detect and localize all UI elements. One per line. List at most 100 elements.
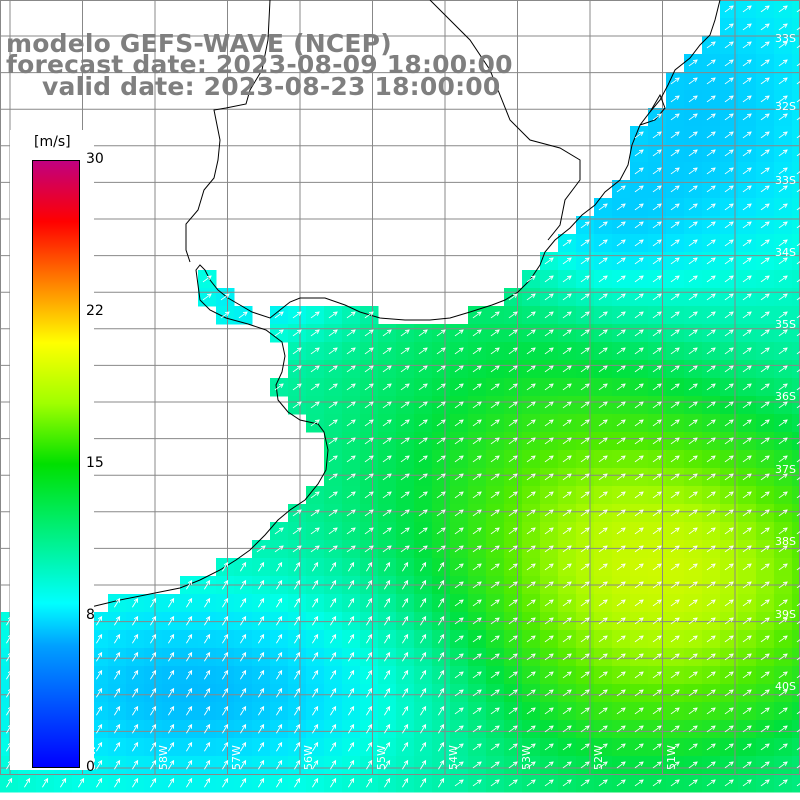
wind-arrow [670,455,680,463]
wind-arrow [670,725,680,733]
wind-arrow [778,779,788,787]
wind-arrow [706,509,716,517]
wind-arrow [310,419,320,427]
wind-arrow [186,579,193,590]
wind-arrow [724,329,734,337]
wind-arrow [670,689,680,697]
wind-arrow [364,311,374,319]
wind-arrow [796,693,800,697]
wind-arrow [688,689,698,697]
wind-arrow [132,651,139,662]
latitude-label: 34S [775,246,796,259]
wind-arrow [132,723,139,734]
wind-cell [792,774,800,793]
coastline [19,0,721,617]
wind-arrow [96,633,103,644]
wind-arrow [652,563,662,571]
wind-arrow [274,311,284,319]
wind-arrow [796,477,800,481]
wind-arrow [742,41,752,49]
wind-arrow [258,561,265,572]
wind-arrow [472,473,482,481]
wind-arrow [150,687,157,698]
wind-arrow [132,687,139,698]
wind-arrow [652,527,662,535]
wind-arrow [384,705,391,716]
wind-arrow [580,455,590,463]
wind-arrow [616,635,626,643]
wind-arrow [490,473,500,481]
wind-arrow [796,531,800,535]
wind-arrow [454,671,464,679]
wind-arrow [670,581,680,589]
wind-arrow [490,581,500,589]
wind-arrow [562,293,572,301]
wind-arrow [400,455,410,463]
wind-cell [792,504,800,523]
wind-arrow [688,563,698,571]
wind-arrow [240,723,247,734]
wind-arrow [508,419,518,427]
wind-arrow [706,167,716,175]
wind-arrow [366,615,373,626]
wind-arrow [778,725,788,733]
wind-arrow [778,617,788,625]
wind-arrow [652,689,662,697]
wind-arrow [742,239,752,247]
wind-arrow [652,455,662,463]
wind-cell [792,648,800,667]
wind-arrow [382,329,392,337]
wind-arrow [598,689,608,697]
wind-arrow [330,561,337,572]
wind-arrow [616,473,626,481]
wind-arrow [382,455,392,463]
wind-arrow [114,633,121,644]
wind-arrow [706,347,716,355]
wind-arrow [598,221,608,229]
wind-arrow [634,725,644,733]
wind-arrow [598,455,608,463]
wind-arrow [438,579,445,590]
wind-arrow [760,131,770,139]
wind-arrow [760,617,770,625]
wind-arrow [670,617,680,625]
wind-arrow [688,491,698,499]
wind-arrow [562,455,572,463]
wind-arrow [508,473,518,481]
wind-arrow [634,635,644,643]
wind-arrow [366,777,373,788]
wind-arrow [384,777,391,788]
wind-arrow [652,707,662,715]
wind-arrow [526,671,536,679]
wind-arrow [292,509,302,517]
wind-arrow [796,423,800,427]
wind-arrow [742,383,752,391]
wind-arrow [742,671,752,679]
wind-arrow [778,419,788,427]
wind-arrow [328,455,338,463]
wind-arrow [310,347,320,355]
wind-arrow [544,617,554,625]
wind-arrow [364,383,374,391]
wind-arrow [402,777,409,788]
latitude-label: 32S [775,100,796,113]
wind-arrow [454,653,464,661]
wind-arrow [418,473,428,481]
wind-arrow [760,743,770,751]
wind-arrow [364,545,374,553]
wind-arrow [760,419,770,427]
wind-arrow [742,509,752,517]
wind-arrow [384,723,391,734]
wind-arrow [634,455,644,463]
wind-arrow [670,95,680,103]
wind-arrow [454,635,464,643]
wind-arrow [580,617,590,625]
wind-arrow [114,687,121,698]
wind-arrow [294,741,301,752]
wind-arrow [616,437,626,445]
wind-arrow [438,669,445,680]
wind-arrow [580,365,590,373]
wind-arrow [490,509,500,517]
wind-arrow [580,383,590,391]
wind-arrow [96,669,103,680]
